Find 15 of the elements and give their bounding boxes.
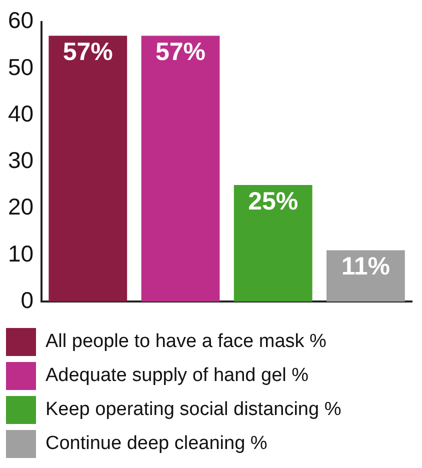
y-tick-label: 40 — [8, 100, 34, 126]
y-tick-label: 10 — [8, 240, 34, 266]
y-tick-label: 30 — [8, 147, 34, 174]
text: 57% — [155, 38, 206, 66]
y-tick-label: 0 — [20, 286, 34, 313]
text: 25% — [248, 187, 298, 216]
y-tick-label: 20 — [8, 194, 34, 220]
legend-label: All people to have a face mask % — [46, 331, 327, 352]
legend-label: Keep operating social distancing % — [46, 399, 342, 420]
y-tick-label: 50 — [8, 54, 34, 80]
text: 57% — [62, 38, 113, 66]
y-tick-label: 60 — [8, 7, 34, 34]
legend-label: Continue deep cleaning % — [46, 433, 268, 454]
legend-label: Adequate supply of hand gel % — [46, 365, 309, 386]
text: 11% — [341, 252, 390, 281]
